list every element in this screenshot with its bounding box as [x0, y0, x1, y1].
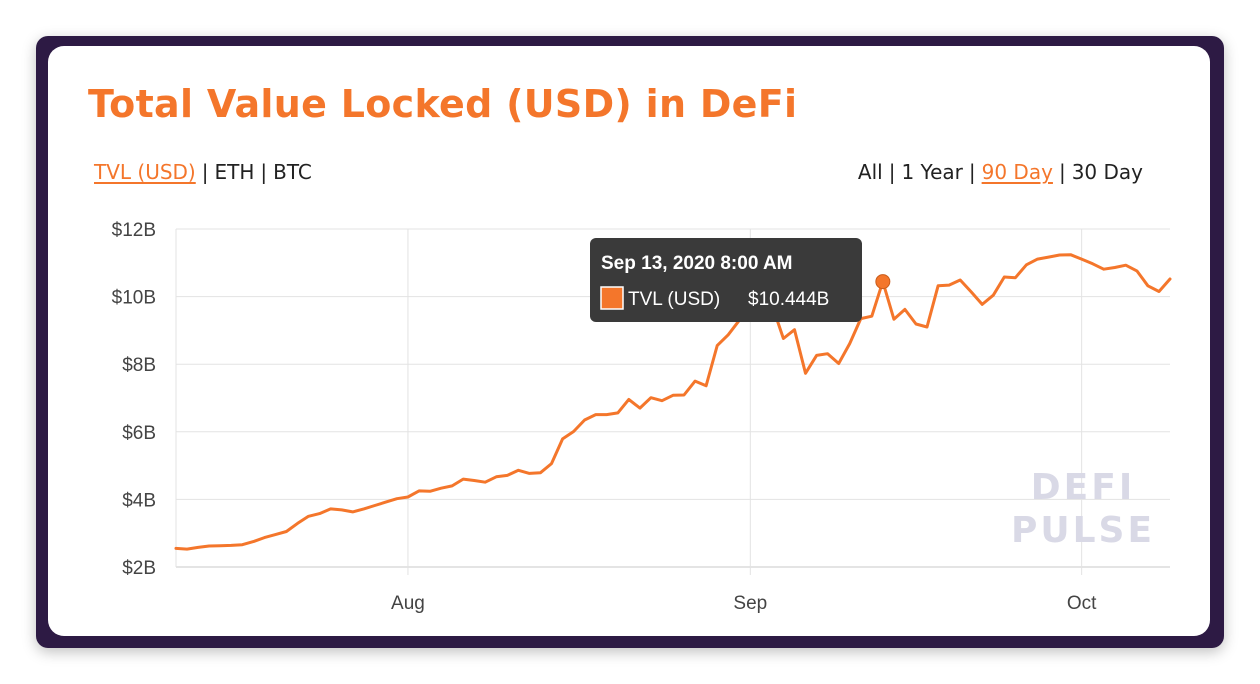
- watermark-line-2: PULSE: [1011, 510, 1155, 551]
- tab-range-all[interactable]: All: [857, 160, 883, 184]
- tab-tvl-usd[interactable]: TVL (USD): [94, 160, 196, 184]
- x-tick-label: Oct: [1067, 593, 1097, 614]
- range-tabs: All | 1 Year | 90 Day | 30 Day: [858, 160, 1143, 184]
- series-layer: [174, 253, 1172, 551]
- x-axis-ticks: Aug Sep Oct: [391, 593, 1097, 614]
- defi-pulse-watermark: DEFI PULSE: [1011, 467, 1155, 551]
- x-tick-label: Sep: [733, 593, 767, 614]
- tab-separator: |: [260, 160, 268, 184]
- metric-tabs: TVL (USD) | ETH | BTC: [94, 160, 312, 184]
- tooltip-background: [590, 238, 862, 322]
- x-tick-label: Aug: [391, 593, 425, 614]
- tab-separator: |: [968, 160, 976, 184]
- tooltip-value: $10.444B: [748, 289, 829, 310]
- tab-range-90-day[interactable]: 90 Day: [981, 160, 1053, 184]
- y-tick-label: $10B: [112, 288, 156, 309]
- tab-range-1-year[interactable]: 1 Year: [901, 160, 963, 184]
- data-tooltip: Sep 13, 2020 8:00 AM TVL (USD) $10.444B: [590, 238, 862, 322]
- y-tick-label: $8B: [122, 355, 156, 376]
- chart-card: Total Value Locked (USD) in DeFi TVL (US…: [48, 46, 1210, 636]
- tab-range-30-day[interactable]: 30 Day: [1071, 160, 1143, 184]
- y-tick-label: $2B: [122, 558, 156, 579]
- tooltip-date: Sep 13, 2020 8:00 AM: [601, 253, 793, 274]
- tooltip-series-swatch: [600, 286, 624, 310]
- y-tick-label: $6B: [122, 423, 156, 444]
- y-tick-label: $12B: [112, 220, 156, 241]
- highlighted-data-point[interactable]: [875, 274, 891, 290]
- y-axis-ticks: $2B $4B $6B $8B $10B $12B: [112, 220, 156, 579]
- tab-separator: |: [888, 160, 896, 184]
- tab-btc[interactable]: BTC: [273, 160, 312, 184]
- series-line-tvl-usd: [174, 253, 1172, 551]
- tab-separator: |: [201, 160, 209, 184]
- chart-title: Total Value Locked (USD) in DeFi: [88, 82, 798, 126]
- tab-separator: |: [1058, 160, 1066, 184]
- watermark-line-1: DEFI: [1031, 467, 1135, 508]
- tooltip-series-name: TVL (USD): [628, 289, 720, 310]
- tvl-line-chart[interactable]: DEFI PULSE $2B $4B $6B $8B $10B $12B Aug Sep Oc…: [48, 46, 1210, 636]
- y-tick-label: $4B: [122, 490, 156, 511]
- tab-eth[interactable]: ETH: [214, 160, 255, 184]
